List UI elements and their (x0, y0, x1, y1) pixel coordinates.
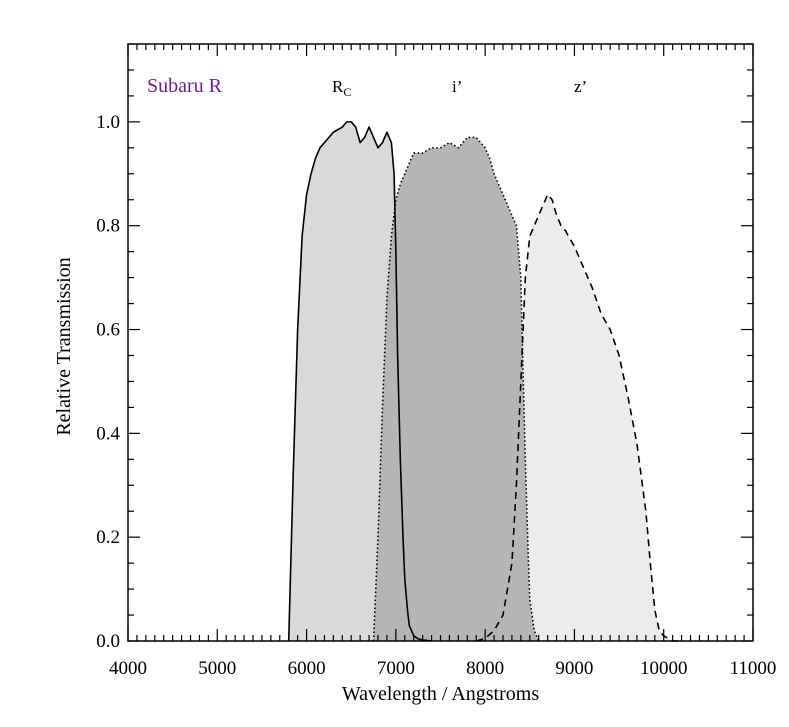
band-label-1: i’ (452, 77, 462, 96)
band-curves (287, 121, 682, 642)
band-fills (288, 121, 682, 641)
x-tick-label: 8000 (466, 658, 504, 679)
x-tick-label: 4000 (109, 658, 147, 679)
x-axis-label: Wavelength / Angstroms (342, 683, 539, 705)
y-tick-label: 0.4 (96, 423, 120, 444)
y-axis-label: Relative Transmission (53, 257, 75, 435)
x-tick-label: 6000 (288, 658, 326, 679)
x-tick-labels: 4000 5000 6000 7000 8000 9000 10000 11000 (109, 658, 776, 679)
x-tick-label: 11000 (730, 658, 777, 679)
x-tick-label: 9000 (555, 658, 593, 679)
band-labels: RC i’ z’ (332, 77, 587, 99)
axis-ticks (127, 43, 754, 642)
y-tick-label: 0.0 (96, 631, 120, 652)
x-tick-label: 7000 (377, 658, 415, 679)
y-tick-label: 0.2 (96, 527, 120, 548)
y-tick-labels: 0.0 0.2 0.4 0.6 0.8 1.0 (96, 112, 120, 652)
band-fill-1 (373, 137, 539, 641)
x-tick-label: 10000 (640, 658, 688, 679)
band-curve-1 (372, 136, 540, 642)
band-label-0: RC (332, 77, 351, 99)
y-tick-label: 0.8 (96, 216, 120, 237)
band-curve-2 (475, 193, 682, 642)
y-tick-label: 1.0 (96, 112, 120, 133)
x-tick-label: 5000 (198, 658, 236, 679)
band-curve-0 (287, 121, 432, 642)
chart-title: Subaru R (147, 75, 223, 97)
y-tick-label: 0.6 (96, 320, 120, 341)
band-label-2: z’ (574, 77, 587, 96)
